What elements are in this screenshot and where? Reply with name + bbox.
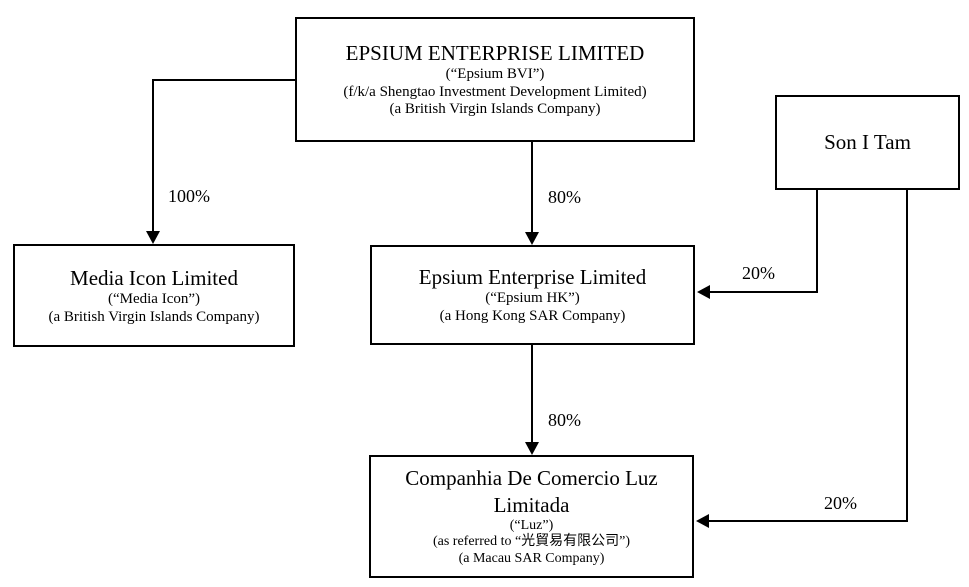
node-epsium-hk-jurisdiction: (a Hong Kong SAR Company) — [439, 308, 626, 325]
ownership-label-bvi-hk: 80% — [548, 187, 581, 207]
ownership-label-son-luz: 20% — [824, 493, 857, 513]
node-epsium-hk: Epsium Enterprise Limited (“Epsium HK”) … — [370, 245, 695, 345]
node-epsium-bvi: EPSIUM ENTERPRISE LIMITED (“Epsium BVI”)… — [295, 17, 695, 142]
node-epsium-bvi-jurisdiction: (a British Virgin Islands Company) — [389, 101, 601, 118]
ownership-label-hk-luz: 80% — [548, 410, 581, 430]
arrow-left-icon — [697, 285, 710, 299]
arrow-down-icon — [525, 232, 539, 245]
node-epsium-hk-alias: (“Epsium HK”) — [485, 290, 580, 307]
node-epsium-bvi-alias: (“Epsium BVI”) — [445, 66, 545, 83]
node-epsium-bvi-former-name: (f/k/a Shengtao Investment Development L… — [343, 83, 647, 100]
node-media-icon-alias: (“Media Icon”) — [107, 290, 201, 307]
node-luz-alias: (“Luz”) — [509, 517, 554, 533]
node-media-icon-jurisdiction: (a British Virgin Islands Company) — [48, 308, 260, 325]
arrow-left-icon — [696, 514, 709, 528]
edge-bvi-mediaicon-line-horizontal — [152, 79, 297, 81]
node-epsium-hk-title: Epsium Enterprise Limited — [418, 265, 647, 290]
arrow-down-icon — [525, 442, 539, 455]
edge-son-hk-line-horizontal — [708, 291, 818, 293]
edge-son-luz-line-vertical — [906, 190, 908, 522]
edge-bvi-hk-line-vertical — [531, 142, 533, 233]
node-media-icon-title: Media Icon Limited — [70, 265, 238, 290]
node-media-icon: Media Icon Limited (“Media Icon”) (a Bri… — [13, 244, 295, 347]
edge-son-hk-line-vertical — [816, 190, 818, 293]
node-luz: Companhia De Comercio Luz Limitada (“Luz… — [369, 455, 694, 578]
node-luz-title: Companhia De Comercio Luz Limitada — [405, 466, 658, 517]
ownership-label-bvi-mediaicon: 100% — [168, 186, 210, 206]
edge-son-luz-line-horizontal — [707, 520, 908, 522]
node-luz-jurisdiction: (a Macau SAR Company) — [458, 551, 605, 566]
edge-bvi-mediaicon-line-vertical — [152, 79, 154, 232]
edge-hk-luz-line-vertical — [531, 345, 533, 443]
node-son-i-tam: Son I Tam — [775, 95, 960, 190]
arrow-down-icon — [146, 231, 160, 244]
node-luz-chinese-name: (as referred to “光貿易有限公司”) — [432, 534, 631, 550]
ownership-label-son-hk: 20% — [742, 263, 775, 283]
node-epsium-bvi-title: EPSIUM ENTERPRISE LIMITED — [345, 40, 645, 65]
node-son-i-tam-title: Son I Tam — [824, 130, 911, 155]
